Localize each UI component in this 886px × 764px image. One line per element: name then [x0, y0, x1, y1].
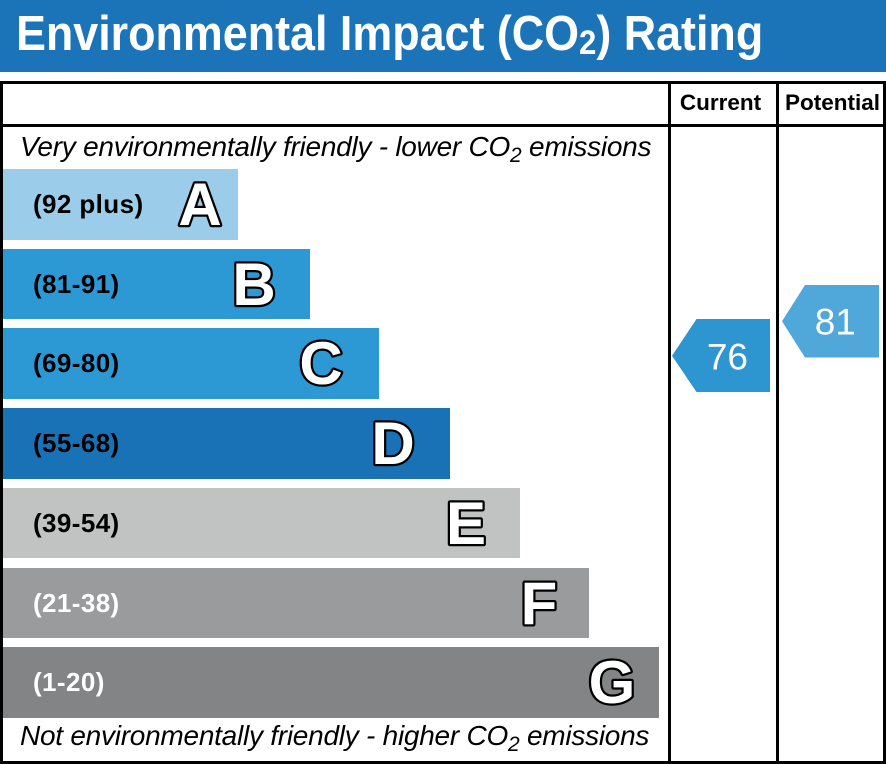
- svg-text:A: A: [178, 171, 221, 238]
- svg-text:G: G: [589, 649, 636, 716]
- svg-text:E: E: [446, 490, 486, 557]
- svg-text:F: F: [521, 569, 558, 636]
- svg-text:D: D: [371, 410, 414, 477]
- svg-text:C: C: [299, 330, 342, 397]
- svg-text:81: 81: [814, 301, 855, 342]
- svg-text:76: 76: [707, 336, 748, 377]
- svg-text:B: B: [232, 250, 275, 317]
